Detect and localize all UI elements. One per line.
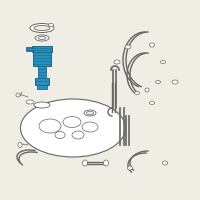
Ellipse shape [84, 110, 96, 116]
Ellipse shape [38, 36, 46, 40]
Ellipse shape [125, 45, 131, 49]
Ellipse shape [156, 80, 160, 84]
Ellipse shape [162, 161, 168, 165]
Ellipse shape [26, 100, 34, 104]
Ellipse shape [145, 88, 149, 92]
Ellipse shape [114, 60, 120, 64]
Ellipse shape [172, 80, 178, 84]
Polygon shape [35, 78, 49, 85]
Ellipse shape [21, 99, 126, 157]
Ellipse shape [128, 166, 132, 170]
Ellipse shape [34, 102, 50, 108]
Ellipse shape [86, 111, 94, 115]
Ellipse shape [160, 60, 166, 64]
Ellipse shape [34, 25, 50, 30]
Polygon shape [32, 46, 52, 52]
Ellipse shape [48, 23, 54, 26]
Polygon shape [38, 66, 46, 78]
Ellipse shape [150, 102, 154, 104]
Ellipse shape [150, 43, 154, 47]
Ellipse shape [35, 35, 49, 41]
Ellipse shape [18, 142, 22, 148]
Polygon shape [26, 47, 33, 51]
Polygon shape [37, 85, 47, 89]
Ellipse shape [104, 160, 108, 166]
Ellipse shape [16, 93, 20, 97]
Polygon shape [33, 52, 51, 66]
Ellipse shape [30, 23, 54, 32]
Ellipse shape [134, 92, 140, 95]
Ellipse shape [83, 160, 88, 166]
